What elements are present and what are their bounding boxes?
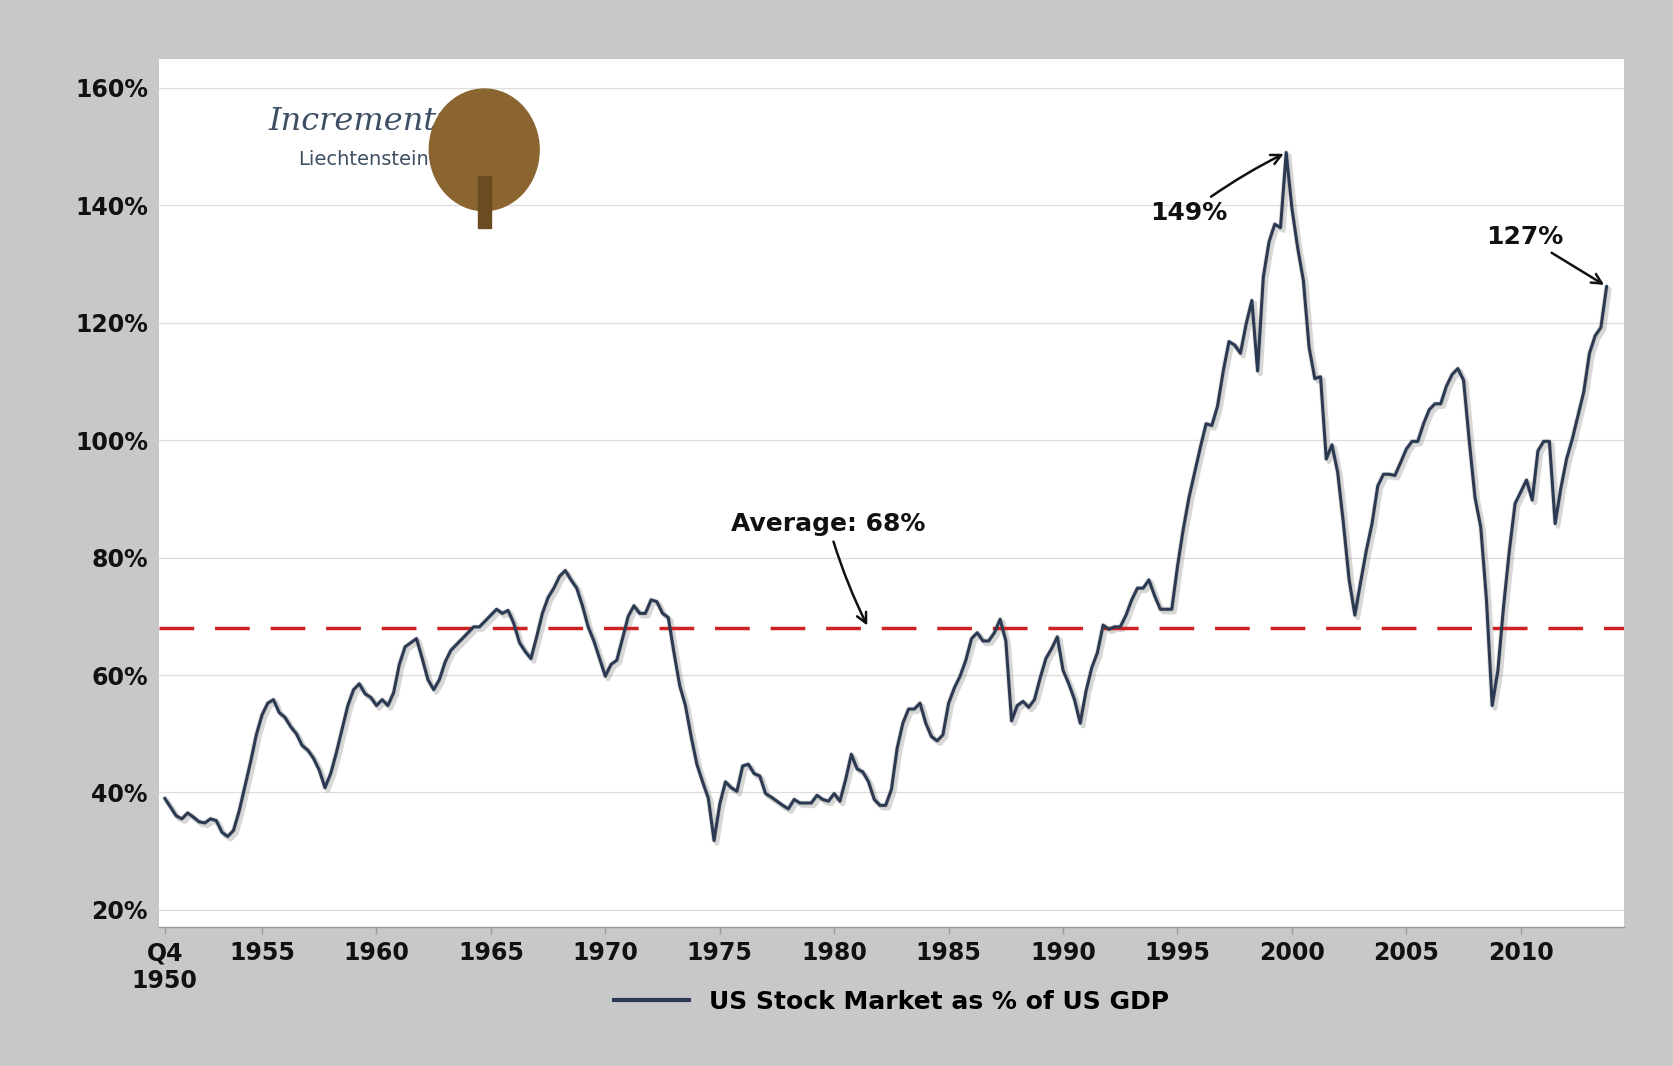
Text: 149%: 149% (1149, 155, 1280, 225)
Legend: US Stock Market as % of US GDP: US Stock Market as % of US GDP (604, 980, 1178, 1023)
Text: ☘: ☘ (447, 98, 500, 155)
Text: Incrementum: Incrementum (269, 107, 489, 138)
Text: Average: 68%: Average: 68% (731, 512, 925, 623)
Text: Liechtenstein: Liechtenstein (298, 150, 428, 168)
Ellipse shape (428, 90, 539, 211)
Text: 127%: 127% (1486, 225, 1601, 284)
Bar (477, 176, 490, 228)
